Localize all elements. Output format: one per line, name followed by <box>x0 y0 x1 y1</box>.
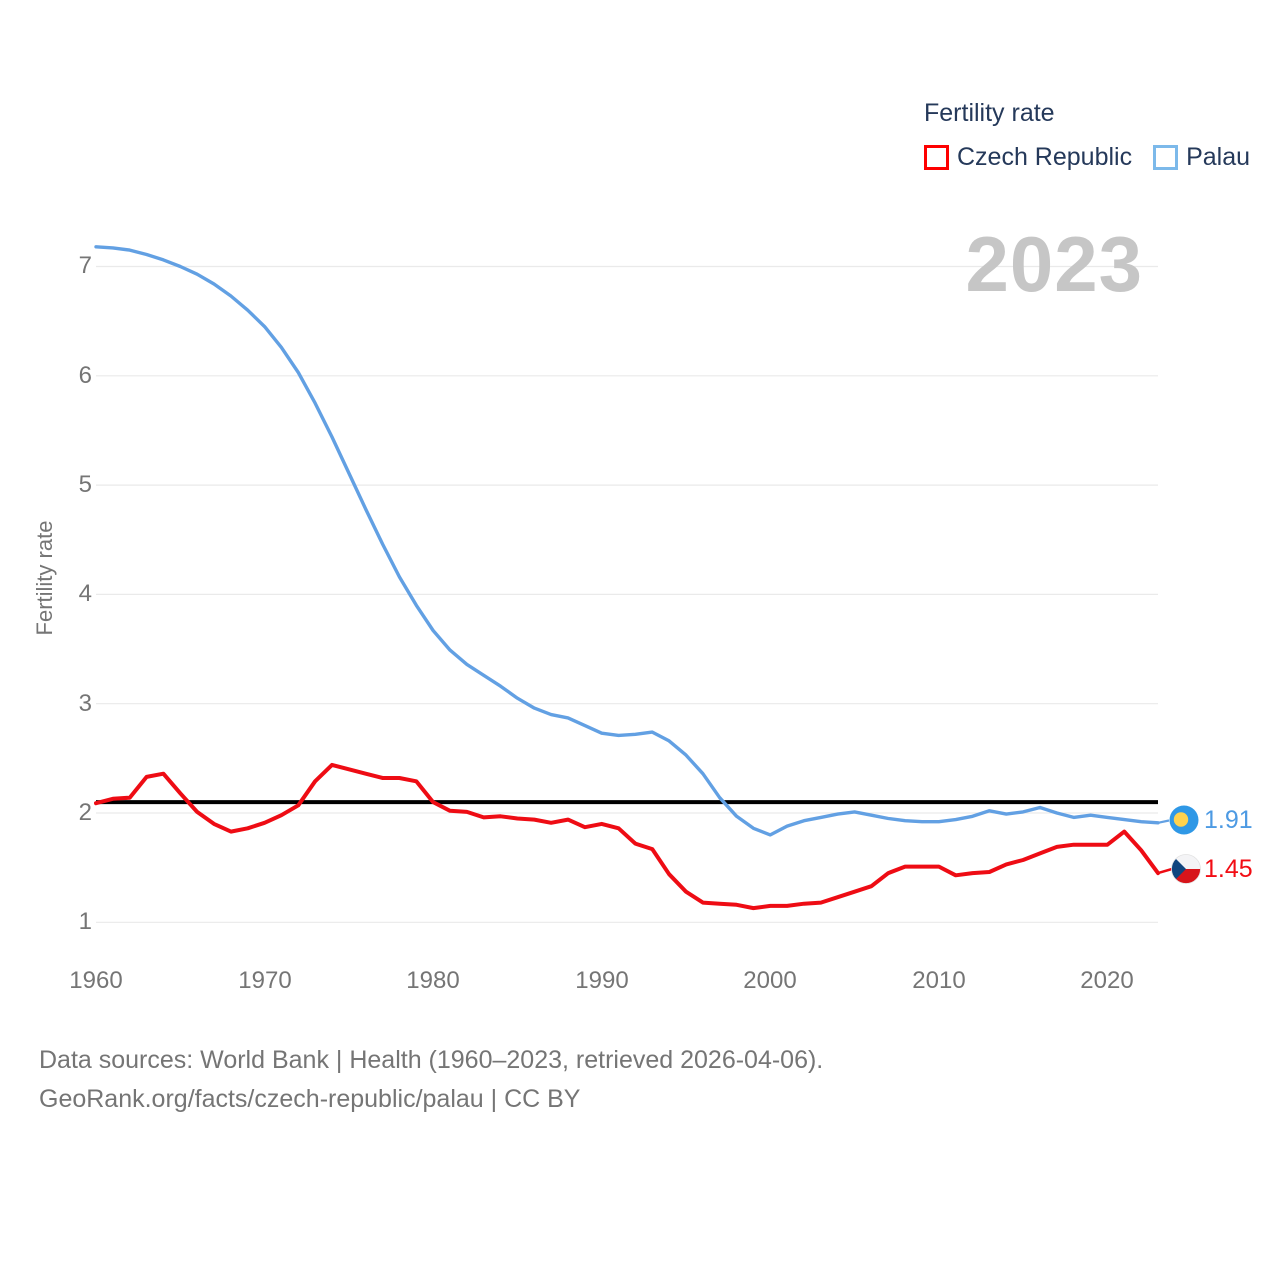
end-label: 1.45 <box>1204 855 1253 883</box>
legend-items: Czech Republic Palau <box>924 143 1250 171</box>
x-tick-1970: 1970 <box>238 967 292 994</box>
y-tick-4: 4 <box>78 580 92 607</box>
y-tick-1: 1 <box>78 908 92 935</box>
legend-item-czech-republic[interactable]: Czech Republic <box>924 143 1132 171</box>
end-label: 1.91 <box>1204 806 1253 834</box>
y-axis-title: Fertility rate <box>32 520 57 636</box>
legend-label: Czech Republic <box>957 143 1133 171</box>
palau-flag-icon <box>1169 805 1199 835</box>
series-line-czech-republic <box>94 762 1160 911</box>
y-tick-6: 6 <box>78 362 92 389</box>
y-tick-7: 7 <box>78 252 92 279</box>
series-line-palau <box>94 245 1160 837</box>
y-tick-3: 3 <box>78 690 92 717</box>
legend-label: Palau <box>1186 143 1251 171</box>
y-tick-2: 2 <box>78 799 92 826</box>
x-tick-2000: 2000 <box>743 967 797 994</box>
y-tick-5: 5 <box>78 471 92 498</box>
x-tick-1980: 1980 <box>406 967 460 994</box>
palau-connector <box>1157 819 1170 824</box>
plot-layer <box>94 245 1173 923</box>
czech-connector <box>1157 867 1173 875</box>
footer-data-sources: Data sources: World Bank | Health (1960–… <box>39 1046 824 1074</box>
legend-swatch <box>1153 144 1179 170</box>
legend: Fertility rate Czech Republic Palau <box>924 98 1250 171</box>
footer-attribution: GeoRank.org/facts/czech-republic/palau |… <box>39 1085 581 1113</box>
legend-title: Fertility rate <box>924 99 1055 127</box>
czech-republic-flag-icon <box>1171 854 1201 884</box>
x-tick-1960: 1960 <box>69 967 123 994</box>
x-tick-2020: 2020 <box>1080 967 1134 994</box>
legend-item-palau[interactable]: Palau <box>1153 143 1250 171</box>
watermark-year: 2023 <box>965 220 1143 308</box>
x-tick-1990: 1990 <box>575 967 629 994</box>
legend-swatch <box>924 144 949 170</box>
x-tick-2010: 2010 <box>912 967 966 994</box>
